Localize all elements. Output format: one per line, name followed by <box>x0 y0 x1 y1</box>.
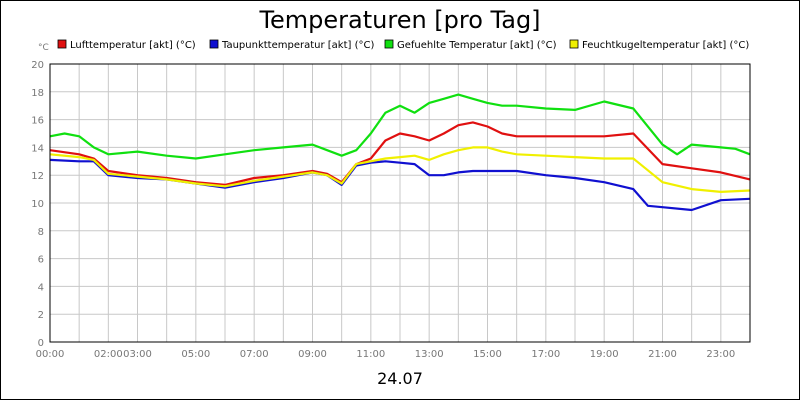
x-tick-label: 09:00 <box>298 349 327 360</box>
chart-legend: Lufttemperatur [akt] (°C) Taupunkttempera… <box>57 39 749 51</box>
series-line <box>49 93 751 160</box>
x-tick-label: 02:00 <box>94 349 123 360</box>
y-tick-label: 10 <box>31 199 44 210</box>
y-tick-label: 2 <box>38 310 44 321</box>
y-tick-label: 18 <box>31 88 44 99</box>
legend-item: Taupunkttemperatur [akt] (°C) <box>209 39 374 51</box>
y-axis-unit: °C <box>38 43 49 53</box>
x-tick-label: 05:00 <box>181 349 210 360</box>
x-tick-label: 17:00 <box>531 349 560 360</box>
legend-label: Gefuehlte Temperatur [akt] (°C) <box>397 40 557 51</box>
series-line <box>49 146 751 193</box>
x-tick-label: 03:00 <box>123 349 152 360</box>
legend-item: Feuchtkugeltemperatur [akt] (°C) <box>569 39 749 51</box>
chart-title: Temperaturen [pro Tag] <box>258 6 540 34</box>
y-tick-label: 12 <box>31 171 44 182</box>
x-tick-label: 00:00 <box>36 349 65 360</box>
legend-label: Feuchtkugeltemperatur [akt] (°C) <box>582 40 749 51</box>
y-tick-label: 16 <box>31 116 44 127</box>
x-axis-date-label: 24.07 <box>377 369 423 388</box>
x-tick-label: 23:00 <box>706 349 735 360</box>
x-tick-label: 19:00 <box>590 349 619 360</box>
y-tick-label: 14 <box>31 143 44 154</box>
y-tick-label: 8 <box>38 227 44 238</box>
legend-swatch <box>569 39 579 49</box>
chart-series <box>49 93 751 212</box>
y-tick-label: 6 <box>38 255 44 266</box>
x-tick-label: 15:00 <box>473 349 502 360</box>
y-tick-label: 20 <box>31 60 44 71</box>
legend-label: Lufttemperatur [akt] (°C) <box>70 40 196 51</box>
y-tick-label: 4 <box>38 282 44 293</box>
y-axis-ticks: 0 2 4 6 8 10 12 14 16 18 20 <box>31 60 44 349</box>
series-line <box>49 121 751 186</box>
legend-label: Taupunkttemperatur [akt] (°C) <box>221 40 374 51</box>
legend-swatch <box>384 39 394 49</box>
y-tick-label: 0 <box>38 338 44 349</box>
x-tick-label: 21:00 <box>648 349 677 360</box>
legend-item: Gefuehlte Temperatur [akt] (°C) <box>384 39 557 51</box>
legend-swatch <box>209 39 219 49</box>
x-tick-label: 07:00 <box>240 349 269 360</box>
x-tick-label: 13:00 <box>415 349 444 360</box>
plot-area-border <box>49 63 751 343</box>
legend-item: Lufttemperatur [akt] (°C) <box>57 39 196 51</box>
x-tick-label: 11:00 <box>356 349 385 360</box>
x-axis-ticks: 00:00 02:00 03:00 05:00 07:00 09:00 11:00 13:00… <box>36 349 736 360</box>
legend-swatch <box>57 39 67 49</box>
